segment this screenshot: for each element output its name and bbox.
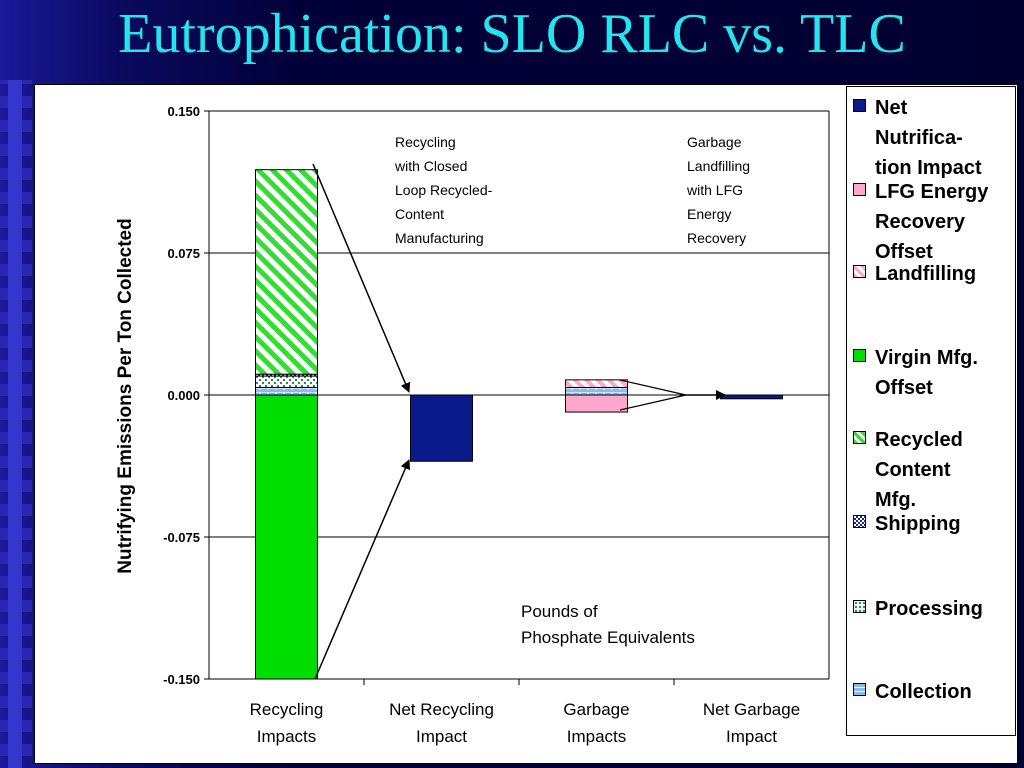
legend-swatch [853,183,866,196]
legend-label-line: Shipping [875,513,961,535]
y-tick-label: -0.150 [163,672,200,687]
bar-2-1 [565,394,628,413]
bar-2-7 [565,386,628,396]
legend-label-line: LFG Energy [875,181,989,203]
legend-label-line: Mfg. [875,489,917,511]
legend-label-line: Processing [875,598,983,620]
legend-label: LFG Energy Recovery Offset [875,177,1017,267]
bar-0-6 [255,375,318,388]
legend-label-line: Nutrifica- [875,127,963,149]
slide-title: Eutrophication: SLO RLC vs. TLC [118,3,906,65]
annotation-text: Manufacturing [395,230,484,246]
annotation-text: Recovery [687,230,746,246]
annotation-text: Recycling [395,134,456,150]
legend-label-line: tion Impact [875,157,982,179]
y-tick-label: 0.000 [167,388,200,403]
x-category-label: Impacts [567,727,627,746]
annotation-text: with LFG [686,182,743,198]
annotation-text: Landfilling [687,158,750,174]
legend-label-line: Net [875,97,908,119]
legend-swatch [853,265,866,278]
legend-label-line: Content [875,459,951,481]
legend-label-line: Offset [875,377,933,399]
x-category-label: Impact [416,727,467,746]
connector-garbage-top [619,379,687,396]
legend-label-line: Recycled [875,429,963,451]
legend-label-line: Recovery [875,211,966,233]
arrow-virgin-to-net [314,459,411,680]
legend-label: Shipping [875,509,1017,539]
arrow-recycled-to-net [312,163,411,393]
annotation-text: Garbage [687,134,742,150]
x-category-label: Recycling [250,700,324,719]
connector-garbage-bottom [619,394,687,411]
x-category-label: Garbage [563,700,629,719]
legend-label: Virgin Mfg. Offset [875,343,1017,403]
legend-label-line: Offset [875,241,933,263]
bar-3-0 [720,394,783,400]
legend-label-line: Virgin Mfg. [875,347,978,369]
y-tick-label: 0.150 [167,104,200,119]
annotation-text: Pounds of [521,602,598,621]
legend: Net Nutrifica-tion Impact LFG Energy Recove… [846,86,1016,736]
y-axis-title: Nutrifying Emissions Per Ton Collected [115,218,136,573]
legend-label: Recycled Content Mfg. [875,425,1017,515]
bar-0-3 [255,394,318,680]
annotation-text: with Closed [394,158,467,174]
legend-label-line: Landfilling [875,263,977,285]
x-category-label: Impacts [257,727,317,746]
legend-label-line: Collection [875,681,972,703]
annotation-text: Content [395,206,444,222]
legend-swatch [853,515,866,528]
annotation-text: Phosphate Equivalents [521,628,695,647]
legend-swatch [853,600,866,613]
x-category-label: Net Recycling [389,700,494,719]
legend-label: Landfilling [875,259,1017,289]
bar-2-2 [565,379,628,388]
legend-label: Net Nutrifica-tion Impact [875,93,1017,183]
legend-swatch [853,431,866,444]
x-category-label: Impact [726,727,777,746]
legend-swatch [853,683,866,696]
bar-0-7 [255,386,318,396]
legend-label: Collection [875,677,1017,707]
legend-swatch [853,99,866,112]
annotation-text: Loop Recycled- [395,182,493,198]
legend-swatch [853,349,866,362]
bar-1-0 [410,394,473,462]
decorative-strip [0,80,32,768]
legend-label: Processing [875,594,1017,624]
y-tick-label: 0.075 [167,246,200,261]
y-tick-label: -0.075 [163,530,200,545]
x-category-label: Net Garbage [703,700,800,719]
bar-0-4 [255,169,318,375]
annotation-text: Energy [687,206,731,222]
